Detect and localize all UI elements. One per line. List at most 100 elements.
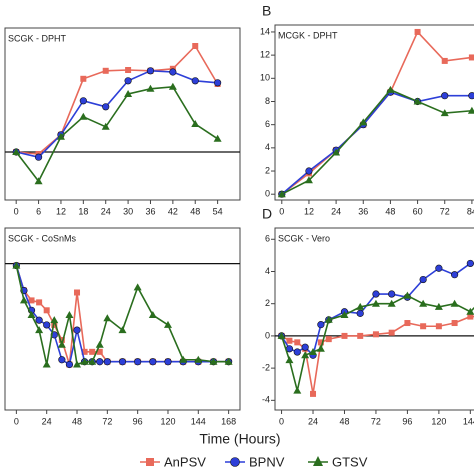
marker xyxy=(316,344,325,352)
marker xyxy=(332,148,341,156)
x-tick-label: 48 xyxy=(339,416,349,426)
marker xyxy=(43,307,50,314)
marker xyxy=(103,358,111,366)
marker xyxy=(57,340,66,348)
series-line xyxy=(16,69,218,159)
x-tick-label: 48 xyxy=(190,206,200,216)
marker xyxy=(74,289,81,296)
marker xyxy=(118,358,127,366)
marker xyxy=(356,302,365,310)
plot-frame xyxy=(274,227,474,411)
marker xyxy=(19,296,28,304)
marker xyxy=(96,348,103,355)
marker xyxy=(388,290,396,298)
panel: SCGK - DPHT 0 6 12 18 24 30 36 42 48 54 xyxy=(4,27,241,216)
marker xyxy=(27,311,36,319)
marker xyxy=(58,336,65,343)
marker xyxy=(372,290,380,298)
marker xyxy=(194,355,203,363)
marker xyxy=(35,326,44,334)
y-tick-label: 10 xyxy=(260,73,270,83)
marker xyxy=(468,54,474,61)
marker xyxy=(294,339,301,346)
series-line xyxy=(15,265,229,366)
marker xyxy=(341,332,348,339)
panel: SCGK - CoSnMs 0 24 48 72 96 120 144 168 xyxy=(4,227,241,426)
marker xyxy=(213,134,222,142)
marker xyxy=(51,321,58,328)
series-line xyxy=(15,85,219,183)
marker xyxy=(34,153,43,161)
x-axis-label: Time (Hours) xyxy=(199,431,280,447)
x-tick-label: 84 xyxy=(467,206,474,216)
y-tick-label: 12 xyxy=(260,50,270,60)
marker xyxy=(420,323,427,330)
marker xyxy=(388,329,395,336)
marker xyxy=(304,176,313,184)
x-tick-label: 60 xyxy=(413,206,423,216)
x-tick-label: 12 xyxy=(56,206,66,216)
marker xyxy=(277,331,286,339)
x-tick-label: 24 xyxy=(101,206,111,216)
marker xyxy=(73,360,82,368)
marker xyxy=(419,275,427,284)
x-tick-label: 144 xyxy=(191,416,206,426)
marker xyxy=(102,67,109,74)
marker xyxy=(386,85,395,93)
marker xyxy=(301,343,309,351)
x-tick-label: 48 xyxy=(72,416,82,426)
marker xyxy=(325,336,332,343)
marker xyxy=(435,264,443,272)
y-tick-label: -2 xyxy=(262,362,270,372)
marker xyxy=(102,103,110,111)
marker xyxy=(277,190,286,198)
marker xyxy=(65,311,74,319)
marker xyxy=(285,356,294,364)
marker xyxy=(357,332,364,339)
marker xyxy=(191,77,199,85)
marker xyxy=(50,316,59,324)
marker xyxy=(169,68,177,76)
x-tick-label: 24 xyxy=(308,416,318,426)
series-line xyxy=(280,262,474,357)
marker xyxy=(293,386,302,394)
marker xyxy=(148,311,157,319)
x-tick-label: 6 xyxy=(36,206,41,216)
marker xyxy=(451,320,458,327)
marker xyxy=(403,291,412,299)
marker xyxy=(441,57,448,64)
x-tick-label: 0 xyxy=(14,206,19,216)
marker xyxy=(79,112,88,120)
x-tick-label: 120 xyxy=(431,416,446,426)
marker xyxy=(317,339,324,346)
legend-marker xyxy=(146,458,154,466)
series-line xyxy=(16,44,219,155)
x-tick-label: 36 xyxy=(145,206,155,216)
marker xyxy=(146,84,155,92)
panel-letter: B xyxy=(262,3,271,19)
marker xyxy=(163,320,172,328)
marker xyxy=(96,358,104,366)
marker xyxy=(214,79,222,87)
legend-marker xyxy=(313,456,323,466)
x-tick-label: 96 xyxy=(402,416,412,426)
marker xyxy=(434,302,443,310)
marker xyxy=(468,92,474,100)
y-tick-label: 2 xyxy=(265,298,270,308)
marker xyxy=(192,43,199,49)
marker xyxy=(209,357,218,365)
marker xyxy=(124,77,132,85)
legend-label: AnPSV xyxy=(164,454,206,469)
marker xyxy=(56,132,65,140)
marker xyxy=(305,167,313,175)
x-tick-label: 96 xyxy=(133,416,143,426)
marker xyxy=(73,326,81,334)
marker xyxy=(441,92,449,100)
marker xyxy=(146,67,155,75)
marker xyxy=(133,283,142,291)
x-tick-label: 0 xyxy=(279,416,284,426)
marker xyxy=(309,348,318,356)
x-tick-label: 72 xyxy=(440,206,450,216)
